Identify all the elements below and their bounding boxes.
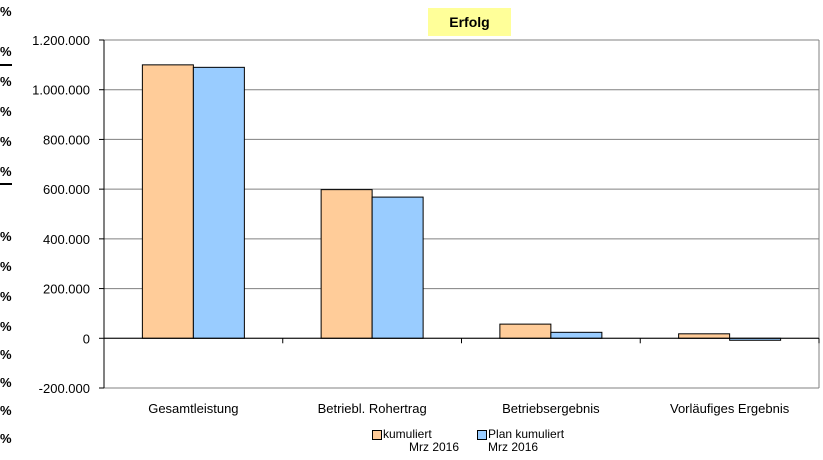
legend-item-plan-kumuliert: Plan kumuliert Mrz 2016: [477, 428, 564, 454]
x-axis-category-labels: Gesamtleistung Betriebl. Rohertrag Betrieb…: [148, 401, 790, 416]
x-category-label: Vorläufiges Ergebnis: [670, 401, 790, 416]
legend-label-sub: Mrz 2016: [409, 440, 460, 454]
percent-sign: %: [0, 134, 12, 149]
bar-kumuliert: [678, 333, 731, 339]
bar-kumuliert: [320, 189, 373, 339]
legend-swatch: [477, 430, 488, 440]
y-tick-label: -200.000: [39, 381, 90, 396]
legend-label: Plan kumuliert: [488, 427, 565, 441]
y-tick-label: 0: [83, 331, 90, 346]
percent-sign: %: [0, 74, 12, 89]
y-tick-label: 600.000: [43, 182, 90, 197]
legend-label-sub: Mrz 2016: [488, 440, 539, 454]
x-category-label: Betriebsergebnis: [502, 401, 600, 416]
y-axis-tick-labels: 1.200.000 1.000.000 800.000 600.000 400.000 2…: [32, 33, 90, 396]
y-tick-label: 200.000: [43, 282, 90, 297]
x-category-label: Betriebl. Rohertrag: [318, 401, 427, 416]
legend: kumuliert Mrz 2016 Plan kumuliert Mrz 20…: [372, 428, 564, 454]
percent-sign: %: [0, 347, 12, 362]
margin-underline: [0, 64, 12, 66]
percent-sign: %: [0, 44, 12, 59]
percent-sign: %: [0, 4, 12, 19]
gridlines: [104, 39, 820, 389]
left-margin-cropped-column: % % % % % % % % % % % % % %: [0, 0, 14, 460]
percent-sign: %: [0, 319, 12, 334]
bars: [141, 64, 782, 341]
margin-underline: [0, 183, 12, 185]
percent-sign: %: [0, 431, 12, 446]
bar-plan-kumuliert: [192, 66, 245, 339]
y-tick-label: 1.200.000: [32, 33, 90, 48]
bar-plan-kumuliert: [371, 196, 424, 339]
percent-sign: %: [0, 229, 12, 244]
percent-sign: %: [0, 289, 12, 304]
percent-sign: %: [0, 104, 12, 119]
axes: [99, 39, 820, 389]
y-tick-label: 800.000: [43, 132, 90, 147]
legend-item-kumuliert: kumuliert Mrz 2016: [372, 428, 459, 454]
x-category-label: Gesamtleistung: [148, 401, 238, 416]
legend-swatch: [372, 430, 382, 440]
percent-sign: %: [0, 403, 12, 418]
chart-title: Erfolg: [428, 8, 511, 36]
y-tick-label: 400.000: [43, 232, 90, 247]
bar-plan-kumuliert: [550, 331, 603, 339]
legend-label: kumuliert: [383, 427, 432, 441]
percent-sign: %: [0, 164, 12, 179]
y-tick-label: 1.000.000: [32, 83, 90, 98]
bar-kumuliert: [141, 64, 194, 339]
bar-kumuliert: [499, 323, 552, 339]
percent-sign: %: [0, 375, 12, 390]
percent-sign: %: [0, 259, 12, 274]
